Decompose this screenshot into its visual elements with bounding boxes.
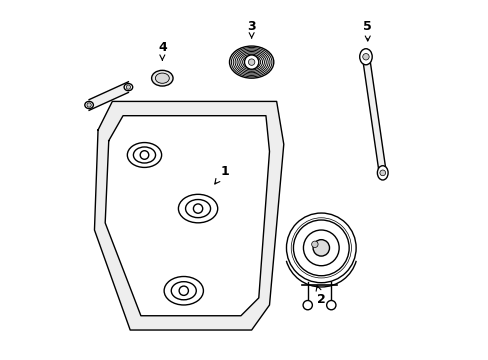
Ellipse shape (164, 276, 203, 305)
Circle shape (312, 240, 329, 256)
Ellipse shape (151, 70, 173, 86)
Ellipse shape (238, 53, 264, 71)
Circle shape (193, 204, 203, 213)
Ellipse shape (235, 50, 267, 74)
Text: 2: 2 (316, 285, 325, 306)
Circle shape (379, 170, 385, 176)
Ellipse shape (237, 51, 266, 73)
Circle shape (291, 218, 351, 278)
Circle shape (140, 151, 148, 159)
Ellipse shape (133, 147, 155, 163)
Ellipse shape (84, 102, 93, 109)
Ellipse shape (155, 73, 169, 83)
Ellipse shape (178, 194, 217, 223)
Text: 4: 4 (158, 41, 166, 60)
Circle shape (303, 301, 312, 310)
Polygon shape (94, 102, 283, 330)
Ellipse shape (185, 199, 210, 218)
Text: 3: 3 (247, 20, 255, 39)
Circle shape (362, 54, 368, 60)
Polygon shape (89, 82, 128, 111)
Ellipse shape (242, 55, 260, 69)
Ellipse shape (233, 49, 269, 76)
Text: 1: 1 (214, 165, 229, 184)
Ellipse shape (229, 46, 273, 78)
Polygon shape (362, 56, 386, 174)
Text: 5: 5 (363, 20, 371, 41)
Circle shape (286, 213, 355, 283)
Circle shape (87, 103, 91, 107)
Circle shape (326, 301, 335, 310)
Circle shape (248, 59, 254, 65)
Circle shape (179, 286, 188, 296)
Ellipse shape (171, 282, 196, 300)
Ellipse shape (124, 84, 132, 91)
Ellipse shape (377, 166, 387, 180)
Ellipse shape (359, 49, 371, 65)
Ellipse shape (240, 54, 262, 70)
Circle shape (293, 220, 348, 276)
Circle shape (126, 85, 130, 89)
Ellipse shape (231, 48, 271, 77)
Circle shape (311, 241, 317, 248)
Circle shape (303, 230, 339, 266)
Circle shape (244, 55, 258, 69)
Ellipse shape (127, 143, 162, 167)
